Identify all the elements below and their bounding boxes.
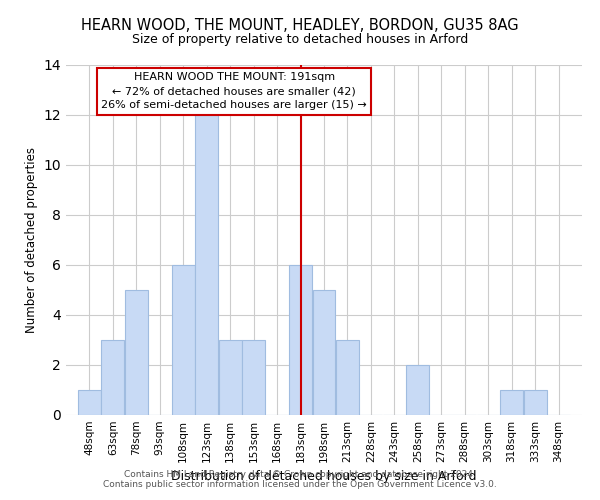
Bar — [524, 390, 547, 415]
Text: HEARN WOOD THE MOUNT: 191sqm
← 72% of detached houses are smaller (42)
26% of se: HEARN WOOD THE MOUNT: 191sqm ← 72% of de… — [101, 72, 367, 110]
Text: HEARN WOOD, THE MOUNT, HEADLEY, BORDON, GU35 8AG: HEARN WOOD, THE MOUNT, HEADLEY, BORDON, … — [81, 18, 519, 32]
Bar — [313, 290, 335, 415]
Bar — [125, 290, 148, 415]
Bar — [195, 115, 218, 415]
Bar — [406, 365, 430, 415]
Text: Contains HM Land Registry data © Crown copyright and database right 2024.
Contai: Contains HM Land Registry data © Crown c… — [103, 470, 497, 489]
Y-axis label: Number of detached properties: Number of detached properties — [25, 147, 38, 333]
Bar — [172, 265, 195, 415]
X-axis label: Distribution of detached houses by size in Arford: Distribution of detached houses by size … — [171, 470, 477, 484]
Bar — [336, 340, 359, 415]
Bar — [289, 265, 312, 415]
Bar — [500, 390, 523, 415]
Bar — [78, 390, 101, 415]
Bar — [101, 340, 124, 415]
Text: Size of property relative to detached houses in Arford: Size of property relative to detached ho… — [132, 32, 468, 46]
Bar — [242, 340, 265, 415]
Bar — [218, 340, 242, 415]
